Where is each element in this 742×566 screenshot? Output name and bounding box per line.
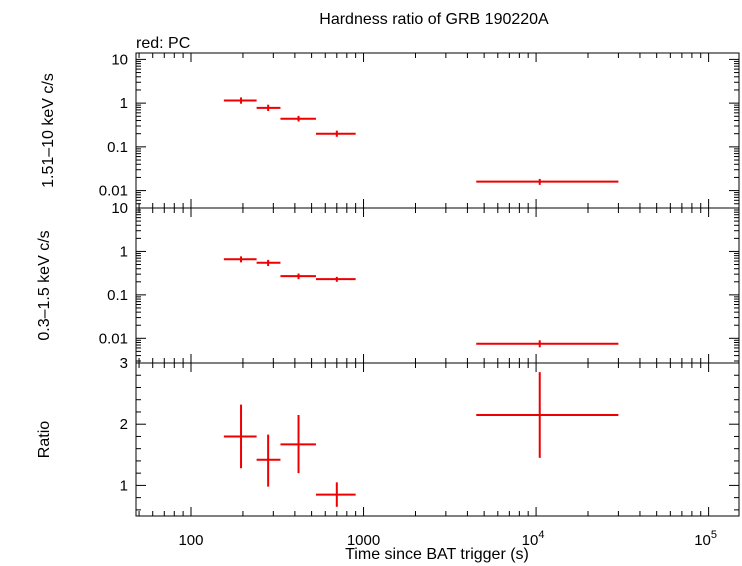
data-point [256, 104, 281, 112]
y-tick-label: 0.1 [107, 287, 128, 304]
y-tick-label: 0.1 [107, 139, 128, 156]
y-axis-label: Ratio [36, 421, 53, 458]
panel-soft: 10 1 0.1 0.01 0.3–1.5 keV c/s [36, 200, 740, 364]
y-tick-label: 10 [111, 51, 128, 68]
data-point [256, 259, 281, 267]
x-tick-label: 105 [694, 529, 717, 549]
x-tick-label: 100 [178, 532, 203, 549]
y-tick-label: 0.01 [99, 183, 128, 200]
y-axis-label: 1.51–10 keV c/s [40, 73, 57, 188]
panel-hard: 10 1 0.1 0.01 1.51–10 keV c/s [40, 51, 740, 209]
data-point [223, 404, 257, 469]
y-axis-label: 0.3–1.5 keV c/s [36, 230, 53, 340]
y-tick-label: 2 [120, 416, 128, 433]
y-tick-label: 1 [120, 95, 128, 112]
chart-title: Hardness ratio of GRB 190220A [319, 11, 549, 28]
data-point [315, 130, 356, 137]
chart-panels: 10 1 0.1 0.01 1.51–10 keV c/s 10 1 0.1 0.01 0.3–1… [36, 51, 740, 549]
y-tick-label: 1 [120, 477, 128, 494]
y-tick-label: 1 [120, 243, 128, 260]
data-point [280, 415, 316, 474]
x-axis-label: Time since BAT trigger (s) [345, 546, 529, 563]
x-tick-label: 104 [522, 529, 545, 549]
data-point [223, 256, 257, 263]
data-point [280, 115, 316, 122]
x-tick-label: 1000 [347, 532, 380, 549]
data-point [223, 97, 257, 104]
chart-subtitle: red: PC [136, 35, 190, 52]
data-point [476, 340, 619, 348]
y-tick-label: 10 [111, 200, 128, 217]
data-point [280, 273, 316, 280]
panel-frame [135, 52, 740, 209]
panel-frame [135, 207, 740, 364]
panel-frame [135, 362, 740, 517]
data-point [315, 276, 356, 282]
panel-ratio: 3 2 1 Ratio [36, 355, 740, 517]
data-point [476, 372, 619, 458]
data-point [256, 434, 281, 487]
y-tick-label: 0.01 [99, 330, 128, 347]
data-point [476, 178, 619, 185]
data-point [315, 482, 356, 507]
y-tick-label: 3 [120, 355, 128, 372]
